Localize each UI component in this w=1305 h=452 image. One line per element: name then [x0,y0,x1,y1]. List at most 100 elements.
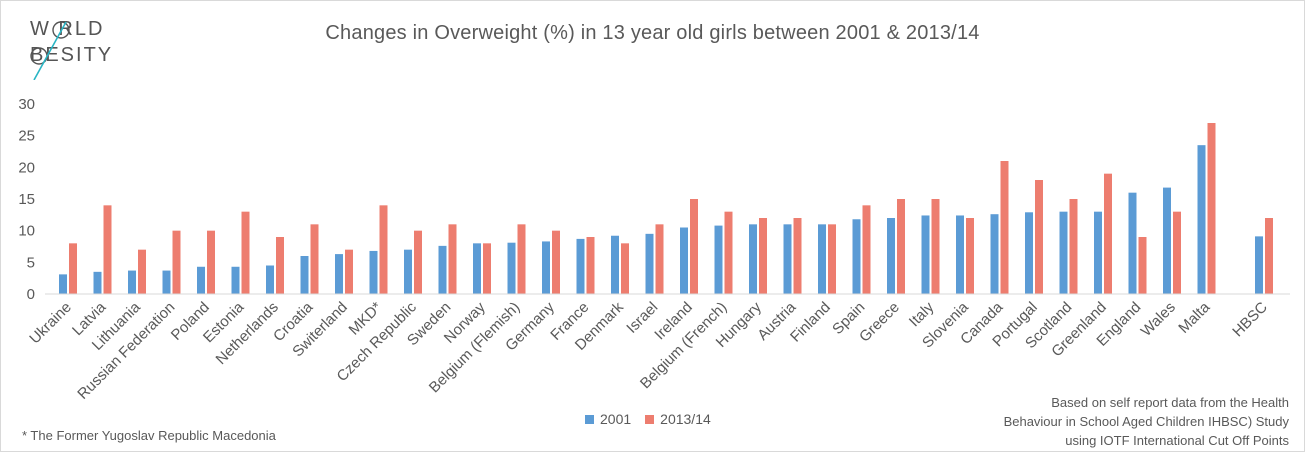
bar-2001 [990,214,999,294]
legend-swatch-2013-14 [645,414,655,424]
y-tick-label: 20 [18,159,35,176]
bar-2001 [749,224,757,294]
y-axis: 0 5 10 15 20 25 30 [18,96,35,303]
bar-2013-14 [172,230,181,294]
bar-2001 [576,238,585,294]
bar-2001 [162,270,171,294]
source-line-2: Behaviour in School Aged Children IHBSC)… [1003,414,1289,429]
bar-2013-14 [655,224,664,294]
y-tick-label: 30 [18,96,35,113]
bar-2013-14 [793,218,802,294]
bar-2001 [438,245,447,294]
bar-2013-14 [897,199,905,294]
bar-2013-14 [517,224,526,294]
bar-2013-14 [966,218,974,294]
legend: 2001 2013/14 [585,411,711,427]
bar-2001 [300,256,309,294]
bar-2001 [1255,236,1263,294]
bar-2001 [887,218,895,294]
y-tick-label: 0 [27,286,35,303]
bar-2001 [128,270,136,294]
bar-2013-14 [586,237,595,294]
bar-2013-14 [138,249,146,294]
bar-2001 [197,266,205,294]
bar-2001 [1197,145,1206,294]
logo-accent-icon [30,21,70,80]
legend-label-2001: 2001 [600,411,632,427]
bar-2001 [645,233,654,294]
y-tick-label: 25 [18,128,35,145]
bar-2001 [921,215,930,294]
bar-2013-14 [828,224,836,294]
y-tick-label: 15 [18,191,35,208]
bar-2013-14 [414,230,422,294]
bar-2013-14 [207,230,215,294]
source-line-1: Based on self report data from the Healt… [1051,395,1289,410]
legend-item-2013-14: 2013/14 [645,411,711,427]
bar-2001 [783,224,792,294]
bar-2001 [369,250,378,294]
bar-2013-14 [1104,173,1112,294]
x-tick-label: HBSC [1229,299,1271,341]
bar-2001 [1025,212,1033,294]
y-tick-label: 5 [27,254,35,271]
bar-2001 [956,215,964,294]
bar-2013-14 [241,211,250,294]
bar-2013-14 [931,199,940,294]
bar-2013-14 [552,230,560,294]
bar-2001 [680,227,688,294]
bar-2013-14 [1265,218,1273,294]
bar-2013-14 [1207,123,1216,294]
source-line-3: using IOTF International Cut Off Points [1065,433,1289,448]
world-obesity-logo: W RLD BESITY [28,18,138,80]
bar-2001 [59,274,67,294]
bar-2001 [818,224,826,294]
logo-text-line1: W RLD [30,18,105,40]
bar-2001 [852,219,861,294]
bar-2001 [1094,211,1102,294]
bar-2013-14 [310,224,319,294]
bar-2001 [611,235,619,294]
bar-2013-14 [690,199,698,294]
bar-2001 [231,266,240,294]
bar-2001 [542,241,550,294]
bar-2001 [507,242,516,294]
bar-2001 [714,225,723,294]
bars [59,123,1273,294]
bar-2013-14 [621,243,629,294]
bar-2013-14 [1000,161,1009,294]
bar-2013-14 [103,205,112,294]
bar-2013-14 [1069,199,1078,294]
bar-2013-14 [724,211,733,294]
bar-2001 [1128,192,1137,294]
bar-2001 [335,254,343,294]
bar-2013-14 [448,224,457,294]
legend-item-2001: 2001 [585,411,631,427]
bar-2001 [404,249,412,294]
bar-2013-14 [1035,180,1043,294]
source-note: Based on self report data from the Healt… [1004,393,1289,450]
legend-swatch-2001 [585,414,594,424]
bar-2013-14 [345,249,353,294]
bar-2013-14 [1173,211,1181,294]
y-tick-label: 10 [18,223,35,240]
x-tick-label: Malta [1175,298,1213,336]
bar-2001 [1059,211,1068,294]
bar-2001 [1163,187,1171,294]
bar-2001 [266,265,274,294]
x-tick-label: Wales [1138,299,1179,340]
bar-2001 [93,271,102,294]
bar-2013-14 [69,243,77,294]
legend-label-2013-14: 2013/14 [660,411,711,427]
bar-2013-14 [276,237,284,294]
bar-2013-14 [379,205,388,294]
x-tick-label: Ukraine [26,299,75,348]
bar-2001 [473,243,481,294]
bar-2013-14 [759,218,767,294]
chart-title: Changes in Overweight (%) in 13 year old… [325,22,980,44]
bar-2013-14 [862,205,871,294]
bar-2013-14 [483,243,491,294]
bar-2013-14 [1138,237,1147,294]
